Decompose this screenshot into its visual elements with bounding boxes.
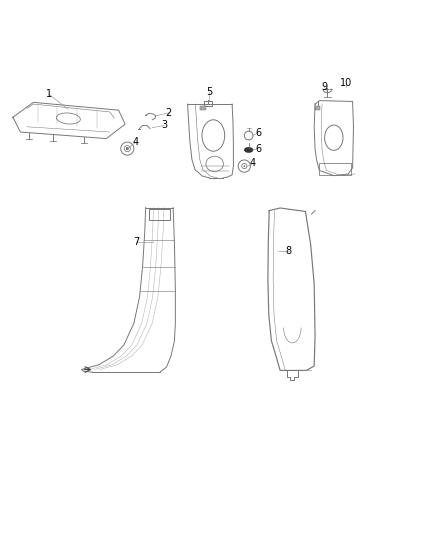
Text: 7: 7 bbox=[133, 238, 139, 247]
FancyBboxPatch shape bbox=[200, 106, 206, 110]
Text: 3: 3 bbox=[161, 120, 167, 131]
Text: 6: 6 bbox=[255, 128, 261, 138]
Text: 6: 6 bbox=[255, 143, 261, 154]
Text: 2: 2 bbox=[166, 108, 172, 118]
Text: 1: 1 bbox=[46, 89, 52, 99]
Text: 4: 4 bbox=[133, 137, 139, 147]
Circle shape bbox=[127, 148, 128, 149]
Text: 8: 8 bbox=[286, 246, 292, 256]
Text: 4: 4 bbox=[250, 158, 256, 168]
Text: 10: 10 bbox=[339, 78, 352, 88]
Text: 5: 5 bbox=[206, 87, 212, 97]
Text: 9: 9 bbox=[321, 83, 328, 93]
FancyBboxPatch shape bbox=[315, 106, 320, 110]
Circle shape bbox=[244, 165, 245, 167]
Ellipse shape bbox=[245, 148, 253, 152]
